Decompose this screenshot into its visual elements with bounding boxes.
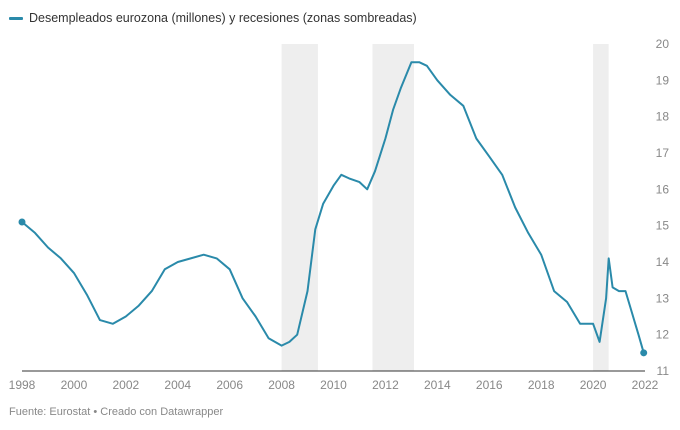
x-tick-label-2006: 2006	[216, 378, 243, 392]
y-tick-label-17: 17	[656, 146, 670, 160]
legend-label: Desempleados eurozona (millones) y reces…	[29, 11, 417, 25]
footer-source: Fuente: Eurostat • Creado con Datawrappe…	[9, 406, 224, 418]
y-tick-label-18: 18	[656, 110, 670, 124]
y-tick-label-19: 19	[656, 73, 670, 87]
y-tick-label-11: 11	[657, 364, 670, 378]
x-tick-label-2016: 2016	[476, 378, 503, 392]
recession-band-2	[372, 44, 414, 371]
x-tick-label-1998: 1998	[9, 378, 36, 392]
x-tick-label-2018: 2018	[528, 378, 555, 392]
x-tick-label-2012: 2012	[372, 378, 399, 392]
x-tick-label-2014: 2014	[424, 378, 451, 392]
x-tick-label-2000: 2000	[61, 378, 88, 392]
x-tick-label-2004: 2004	[164, 378, 191, 392]
series-end-point	[640, 349, 648, 357]
legend-swatch	[9, 16, 23, 20]
y-tick-label-14: 14	[656, 255, 670, 269]
series-start-point	[18, 218, 26, 226]
y-tick-label-16: 16	[656, 182, 670, 196]
recession-band-3	[593, 44, 609, 371]
series-line-1	[21, 61, 645, 354]
x-tick-label-2020: 2020	[580, 378, 607, 392]
legend: Desempleados eurozona (millones) y reces…	[9, 11, 417, 25]
y-tick-label-12: 12	[656, 328, 670, 342]
x-tick-label-2002: 2002	[112, 378, 139, 392]
y-tick-label-15: 15	[656, 219, 670, 233]
recession-band-1	[281, 44, 318, 371]
y-tick-label-20: 20	[656, 37, 670, 51]
x-tick-label-2022: 2022	[632, 378, 659, 392]
x-tick-label-2008: 2008	[268, 378, 295, 392]
x-tick-label-2010: 2010	[320, 378, 347, 392]
y-tick-label-13: 13	[656, 291, 670, 305]
